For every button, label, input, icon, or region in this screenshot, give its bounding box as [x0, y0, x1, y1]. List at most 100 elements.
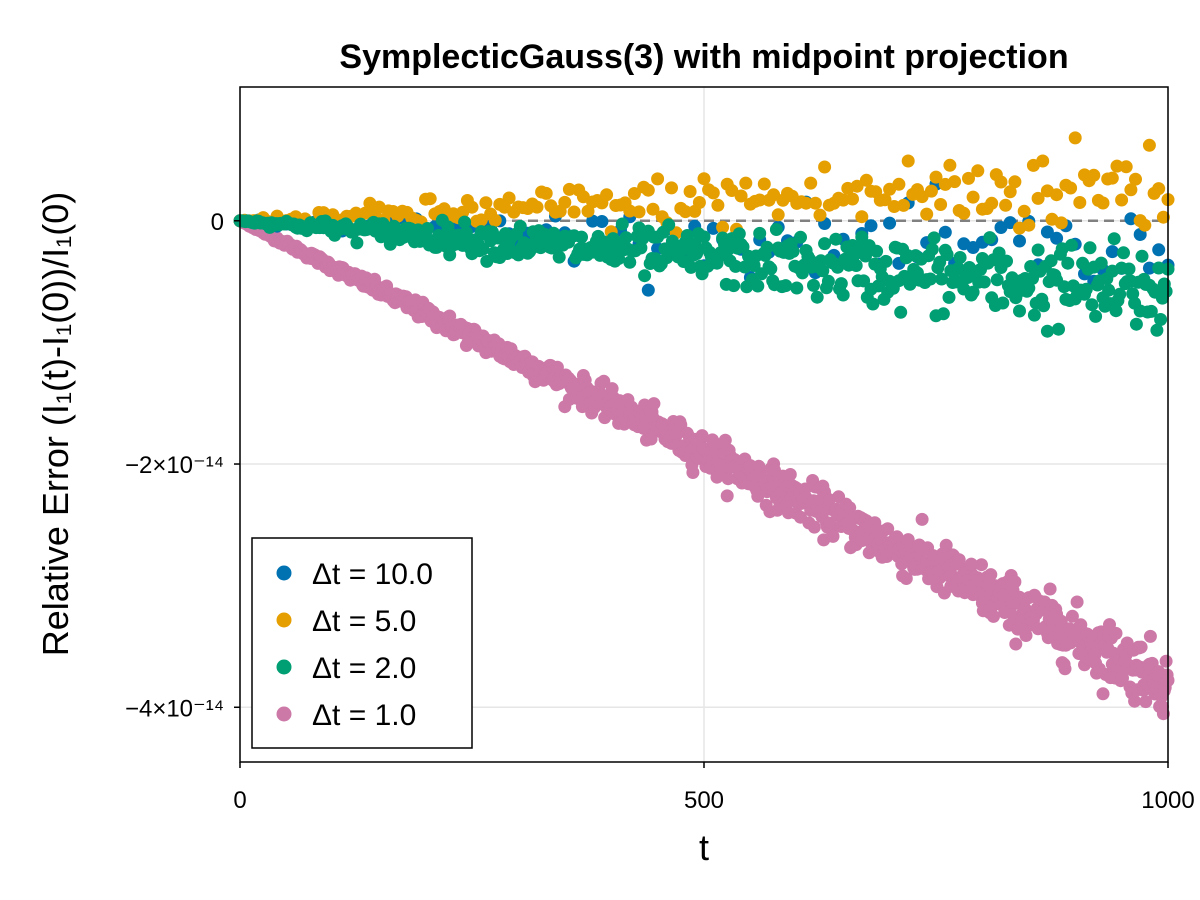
point-dt-2-461: [1089, 309, 1103, 323]
point-dt-1-718: [899, 572, 913, 585]
point-dt-5-173: [1036, 154, 1050, 168]
point-dt-5-164: [994, 175, 1008, 189]
point-dt-2-300: [790, 281, 804, 295]
y-tick-label-1: −2×10⁻¹⁴: [125, 452, 224, 479]
point-dt-5-166: [1003, 185, 1017, 199]
point-dt-2-210: [623, 255, 637, 269]
point-dt-1-698: [881, 522, 895, 536]
point-dt-5-27: [358, 206, 372, 220]
point-dt-5-148: [920, 207, 934, 221]
point-dt-2-241: [680, 229, 694, 242]
point-dt-2-404: [983, 231, 997, 245]
point-dt-5-134: [855, 210, 869, 224]
point-dt-1-951: [1116, 671, 1129, 685]
point-dt-2-433: [1037, 299, 1051, 313]
point-dt-5-180: [1068, 131, 1082, 145]
point-dt-1-708: [890, 530, 904, 544]
x-tick-label-2: 1000: [1141, 787, 1194, 814]
point-dt-1-971: [1134, 640, 1148, 654]
point-dt-5-123: [804, 176, 818, 190]
point-dt-5-72: [567, 205, 581, 219]
point-dt-5-126: [818, 160, 832, 174]
point-dt-5-93: [665, 181, 678, 195]
x-axis-ticks: 0 500 1000: [233, 762, 1195, 814]
point-dt-1-525: [720, 489, 734, 503]
point-dt-2-471: [1107, 232, 1121, 246]
point-dt-5-108: [734, 189, 748, 203]
point-dt-5-135: [859, 173, 873, 187]
point-dt-1-873: [1043, 582, 1057, 596]
point-dt-5-99: [692, 196, 706, 209]
point-dt-1-498: [695, 429, 709, 443]
point-dt-2-266: [727, 279, 741, 293]
point-dt-5-124: [808, 196, 822, 210]
point-dt-2-379: [936, 307, 950, 321]
point-dt-1-446: [647, 397, 661, 411]
point-dt-2-269: [732, 227, 746, 241]
point-dt-5-195: [1138, 218, 1152, 232]
point-dt-2-298: [786, 244, 800, 258]
point-dt-2-378: [935, 272, 949, 286]
point-dt-5-103: [711, 198, 725, 212]
point-dt-2-448: [1065, 238, 1078, 252]
point-dt-10-44: [641, 283, 655, 297]
point-dt-2-459: [1085, 298, 1099, 312]
point-dt-1-836: [1009, 637, 1023, 651]
point-dt-5-151: [934, 198, 948, 211]
point-dt-2-289: [769, 223, 783, 236]
point-dt-5-156: [957, 206, 971, 220]
point-dt-5-112: [753, 193, 767, 207]
point-dt-2-499: [1159, 284, 1173, 298]
point-dt-5-177: [1054, 216, 1068, 230]
point-dt-2-332: [849, 259, 863, 272]
point-dt-2-468: [1102, 283, 1116, 297]
point-dt-1-761: [939, 538, 953, 552]
point-dt-1-799: [975, 558, 988, 572]
point-dt-2-441: [1052, 322, 1065, 336]
point-dt-2-483: [1129, 317, 1143, 331]
point-dt-2-341: [866, 297, 880, 311]
point-dt-2-496: [1154, 313, 1168, 326]
point-dt-1-619: [807, 520, 821, 534]
point-dt-5-198: [1152, 182, 1166, 196]
point-dt-2-395: [966, 285, 980, 299]
point-dt-5-116: [771, 208, 785, 222]
point-dt-5-153: [943, 158, 957, 172]
point-dt-2-491: [1144, 304, 1158, 318]
point-dt-5-100: [697, 172, 711, 186]
point-dt-10-87: [1040, 225, 1054, 239]
point-dt-1-897: [1065, 609, 1079, 623]
point-dt-5-50: [465, 200, 479, 214]
point-dt-2-151: [513, 219, 527, 233]
point-dt-2-231: [662, 218, 676, 232]
point-dt-1-657: [843, 501, 857, 515]
point-dt-2-474: [1113, 287, 1127, 301]
point-dt-5-150: [929, 170, 943, 184]
point-dt-2-324: [834, 277, 848, 291]
point-dt-1-523: [718, 433, 732, 447]
point-dt-5-149: [924, 184, 938, 198]
point-dt-1-944: [1109, 626, 1123, 640]
point-dt-2-317: [821, 274, 835, 288]
point-dt-5-41: [423, 192, 437, 206]
point-dt-2-428: [1027, 308, 1041, 322]
point-dt-2-280: [753, 226, 767, 240]
point-dt-2-172: [552, 250, 566, 264]
point-dt-5-132: [846, 192, 859, 206]
point-dt-2-314: [816, 264, 830, 278]
point-dt-2-250: [697, 230, 711, 244]
legend-marker-1: [276, 612, 292, 628]
point-dt-1-964: [1128, 694, 1142, 708]
point-dt-10-98: [1142, 261, 1156, 275]
point-dt-5-53: [479, 196, 493, 210]
point-dt-2-413: [1000, 254, 1013, 268]
point-dt-10-94: [1105, 245, 1119, 259]
legend-label-3: Δt = 1.0: [312, 699, 416, 732]
point-dt-2-309: [807, 278, 820, 292]
point-dt-5-176: [1050, 188, 1064, 202]
point-dt-2-267: [729, 259, 743, 273]
point-dt-5-144: [901, 154, 915, 168]
point-dt-10-70: [883, 216, 897, 230]
legend-marker-2: [276, 659, 292, 675]
point-dt-2-325: [836, 288, 850, 302]
